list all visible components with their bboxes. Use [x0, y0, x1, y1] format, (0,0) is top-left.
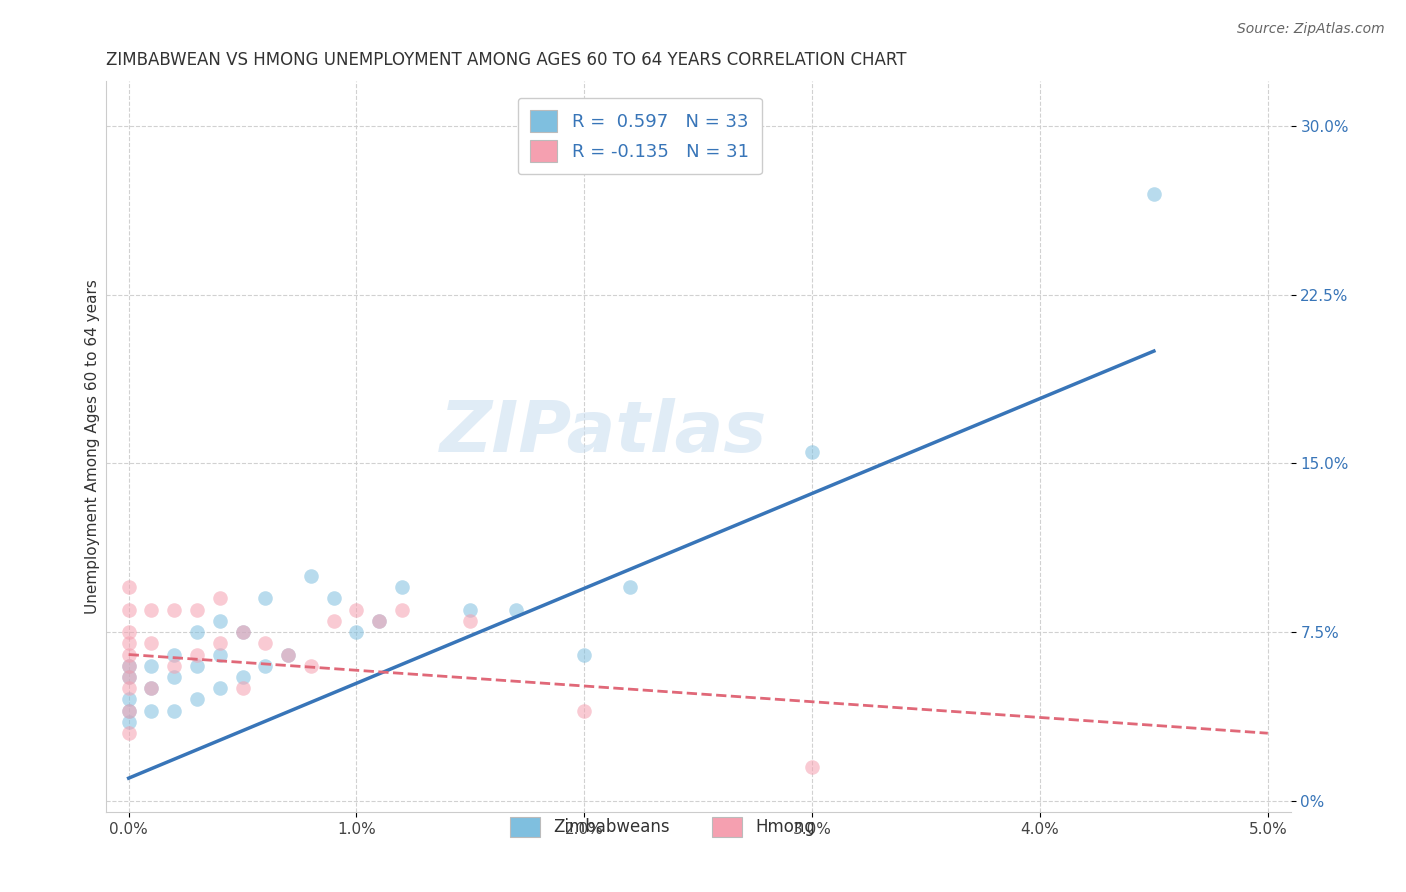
- Point: [208, 591, 231, 606]
- Point: [346, 625, 368, 640]
- Point: [801, 445, 824, 459]
- Text: Source: ZipAtlas.com: Source: ZipAtlas.com: [1237, 22, 1385, 37]
- Point: [299, 569, 322, 583]
- Point: [117, 670, 139, 684]
- Point: [391, 580, 413, 594]
- Point: [186, 658, 208, 673]
- Point: [232, 625, 254, 640]
- Point: [574, 648, 596, 662]
- Point: [117, 602, 139, 616]
- Y-axis label: Unemployment Among Ages 60 to 64 years: Unemployment Among Ages 60 to 64 years: [86, 279, 100, 614]
- Point: [117, 704, 139, 718]
- Point: [232, 670, 254, 684]
- Point: [117, 658, 139, 673]
- Point: [619, 580, 641, 594]
- Point: [163, 704, 186, 718]
- Point: [232, 681, 254, 696]
- Point: [208, 614, 231, 628]
- Point: [208, 648, 231, 662]
- Point: [141, 681, 163, 696]
- Point: [117, 692, 139, 706]
- Point: [505, 602, 527, 616]
- Point: [163, 658, 186, 673]
- Point: [391, 602, 413, 616]
- Point: [186, 625, 208, 640]
- Point: [299, 658, 322, 673]
- Point: [141, 681, 163, 696]
- Point: [232, 625, 254, 640]
- Point: [117, 648, 139, 662]
- Point: [117, 714, 139, 729]
- Point: [254, 658, 277, 673]
- Point: [141, 658, 163, 673]
- Point: [186, 648, 208, 662]
- Point: [117, 658, 139, 673]
- Point: [460, 602, 482, 616]
- Point: [801, 760, 824, 774]
- Point: [368, 614, 391, 628]
- Point: [117, 625, 139, 640]
- Text: ZIMBABWEAN VS HMONG UNEMPLOYMENT AMONG AGES 60 TO 64 YEARS CORRELATION CHART: ZIMBABWEAN VS HMONG UNEMPLOYMENT AMONG A…: [105, 51, 907, 69]
- Point: [186, 692, 208, 706]
- Point: [141, 636, 163, 650]
- Point: [322, 591, 344, 606]
- Point: [254, 591, 277, 606]
- Point: [163, 648, 186, 662]
- Point: [277, 648, 299, 662]
- Point: [368, 614, 391, 628]
- Point: [117, 726, 139, 740]
- Point: [574, 704, 596, 718]
- Point: [117, 704, 139, 718]
- Point: [141, 602, 163, 616]
- Point: [117, 580, 139, 594]
- Point: [117, 681, 139, 696]
- Point: [163, 602, 186, 616]
- Point: [322, 614, 344, 628]
- Point: [346, 602, 368, 616]
- Point: [163, 670, 186, 684]
- Text: ZIPatlas: ZIPatlas: [440, 398, 768, 467]
- Point: [117, 636, 139, 650]
- Point: [277, 648, 299, 662]
- Point: [460, 614, 482, 628]
- Point: [117, 670, 139, 684]
- Point: [208, 681, 231, 696]
- Legend: Zimbabweans, Hmong: Zimbabweans, Hmong: [503, 810, 821, 844]
- Point: [254, 636, 277, 650]
- Point: [141, 704, 163, 718]
- Point: [1143, 186, 1166, 201]
- Point: [208, 636, 231, 650]
- Point: [186, 602, 208, 616]
